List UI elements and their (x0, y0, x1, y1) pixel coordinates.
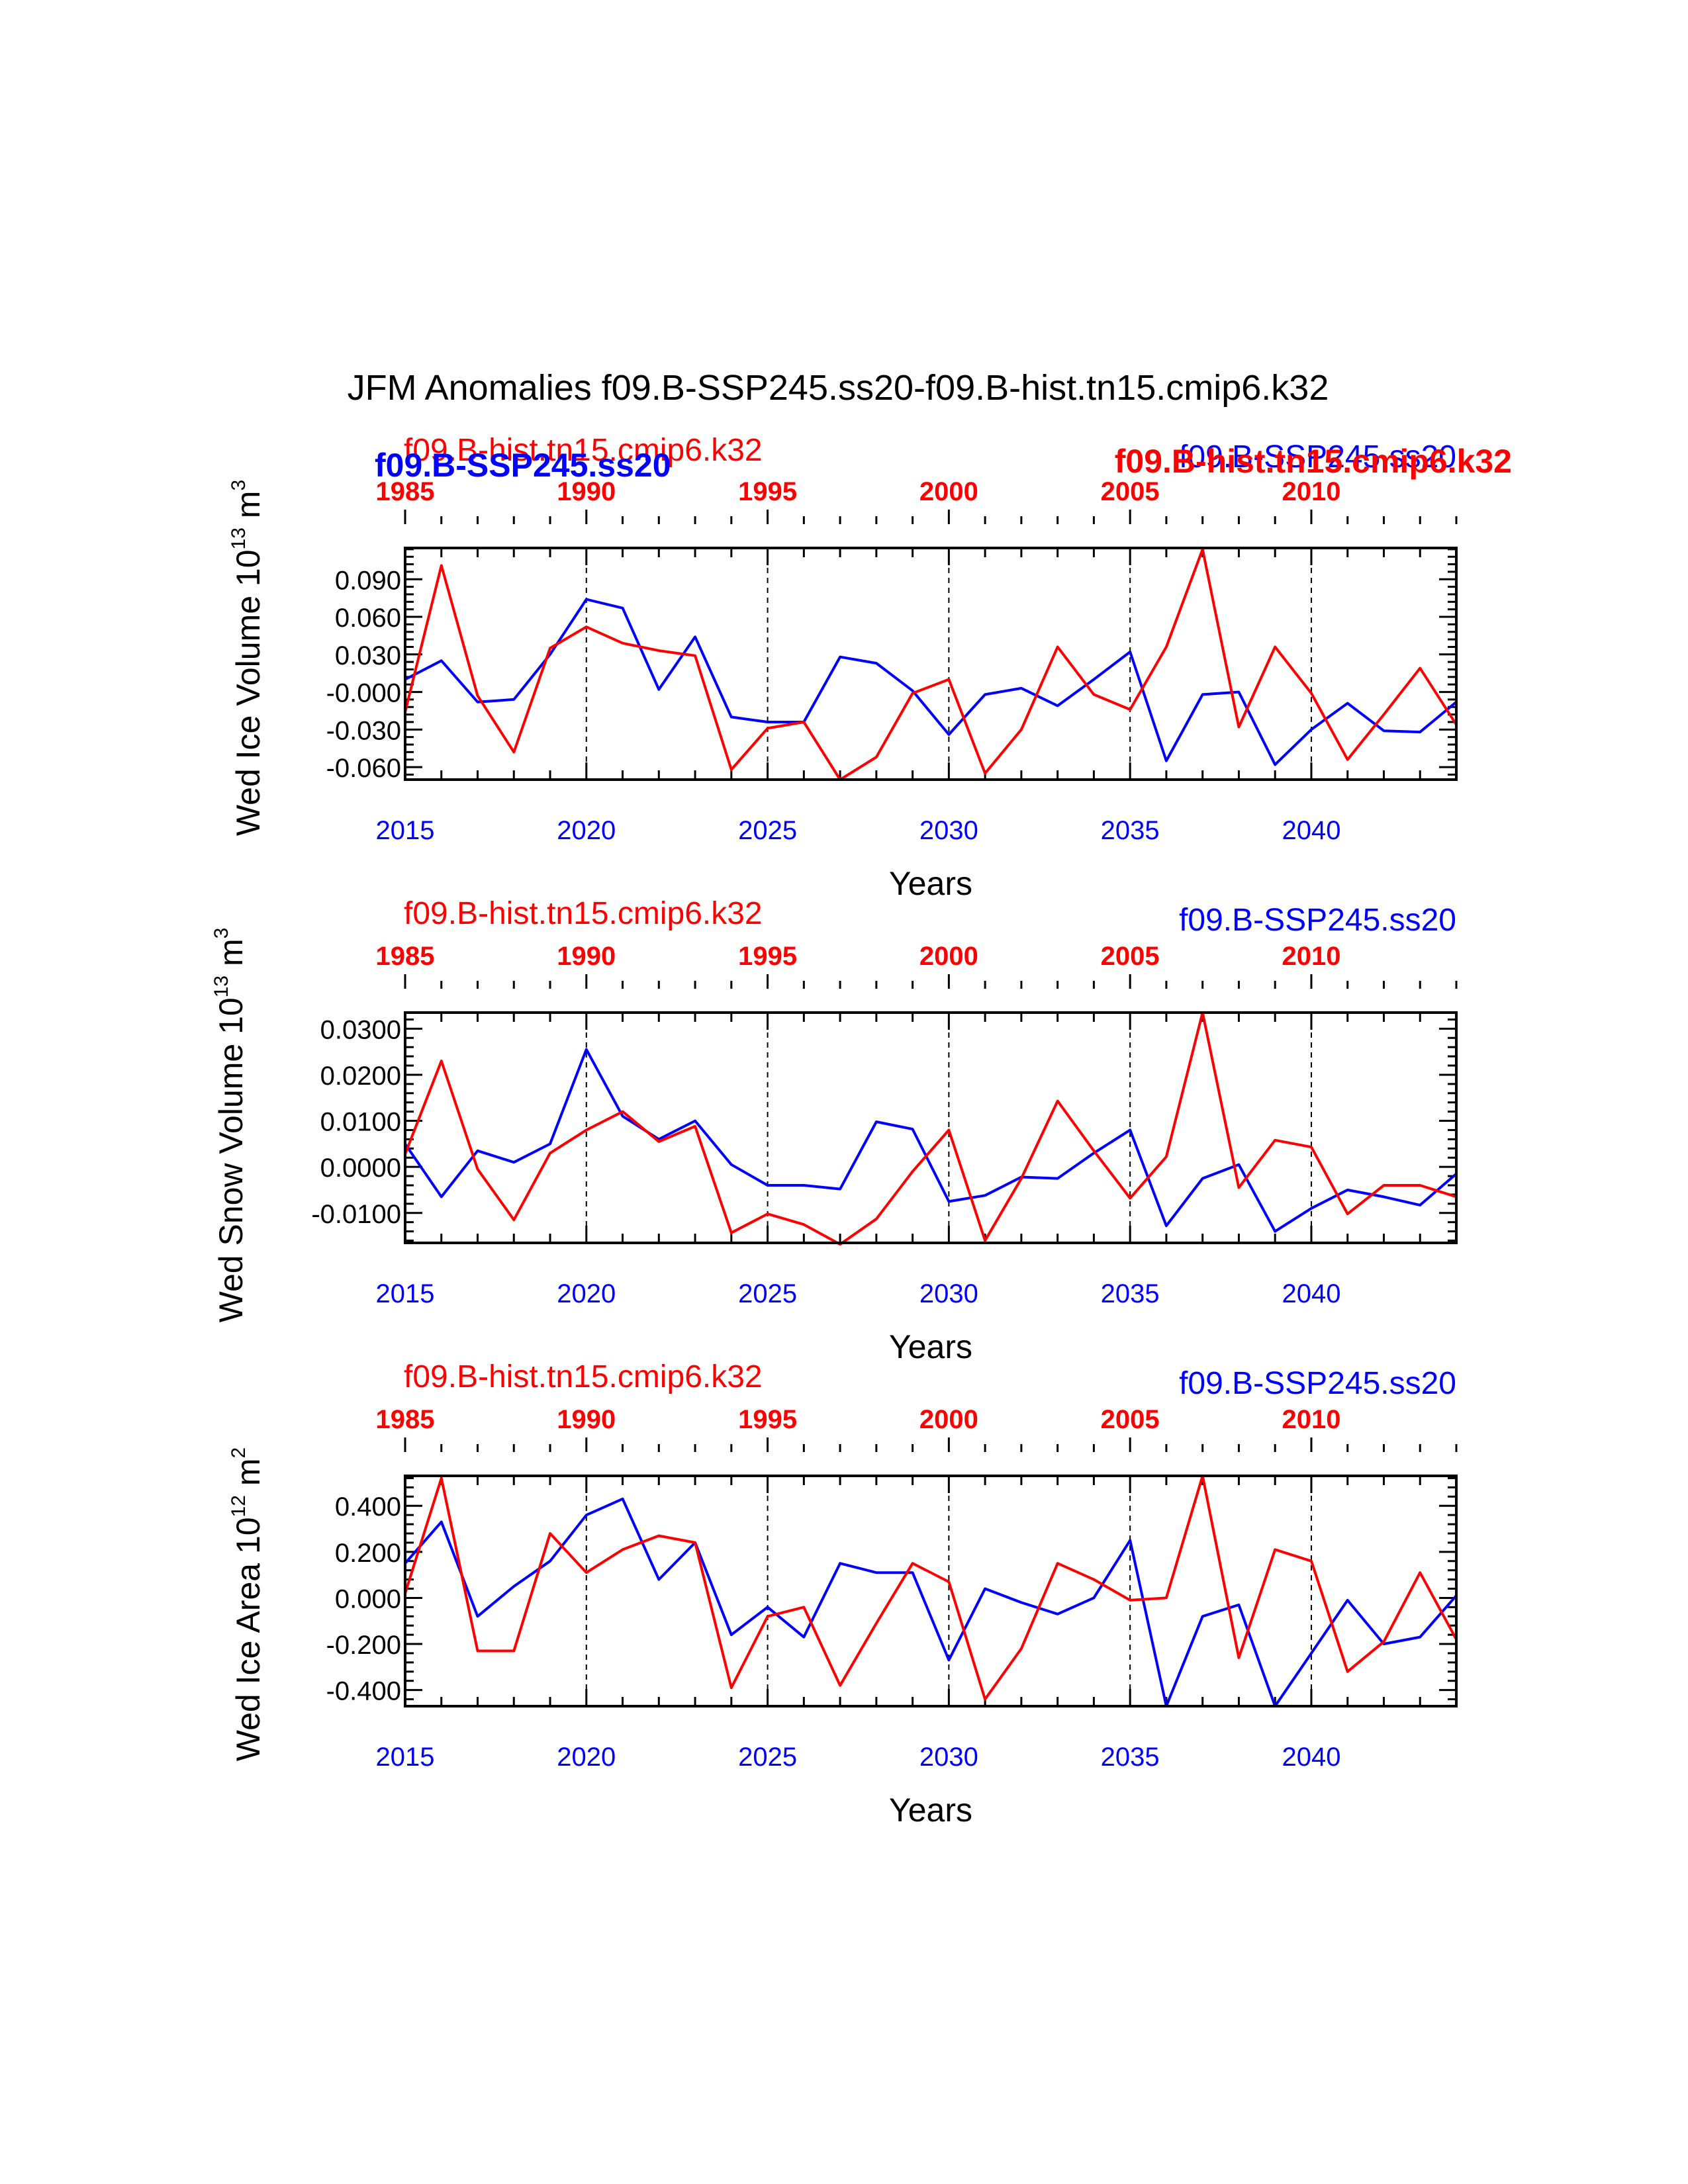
y-tick-label: 0.000 (335, 1584, 401, 1614)
series-line (404, 547, 1458, 781)
x-tick-label-top: 1990 (557, 942, 616, 971)
x-tick-label-top: 2010 (1282, 477, 1340, 506)
x-tick-label-bottom: 2035 (1101, 1279, 1160, 1308)
series-line (404, 1011, 1457, 1246)
hist-series-label: f09.B-hist.tn15.cmip6.k32 (404, 433, 763, 468)
x-tick-label-top: 1990 (557, 477, 616, 506)
plot-frame (404, 1475, 1458, 1707)
y-axis-title: Wed Ice Volume 1013 m3 (228, 480, 267, 836)
x-tick-label-top: 2005 (1101, 942, 1160, 971)
x-tick-label-bottom: 2020 (557, 1279, 616, 1308)
x-axis-title: Years (889, 1328, 972, 1365)
x-tick-label-bottom: 2030 (919, 1279, 978, 1308)
x-tick-label-bottom: 2040 (1282, 816, 1340, 845)
series-line (404, 598, 1458, 766)
y-axis-title-unit-exp: 2 (228, 1447, 250, 1459)
y-tick-label: -0.030 (326, 716, 401, 745)
y-axis-title-exp: 13 (211, 976, 232, 997)
figure-title: JFM Anomalies f09.B-SSP245.ss20-f09.B-hi… (348, 368, 1329, 408)
panel-snow-volume: 0.0300 0.0200 0.0100 0.0000 -0.0100 2015 1985 2… (211, 896, 1458, 1365)
x-tick-label-top: 1995 (738, 1405, 797, 1434)
x-tick-label-top: 2010 (1282, 1405, 1340, 1434)
x-axis-title: Years (889, 1792, 972, 1829)
y-tick-label: 0.0300 (320, 1015, 401, 1044)
y-tick-label: 0.090 (335, 566, 401, 595)
y-axis-title-unit: m (230, 491, 267, 519)
x-tick-label-top: 2000 (919, 477, 978, 506)
ssp-series-label: f09.B-SSP245.ss20 (1179, 903, 1456, 938)
y-axis-title-unit-exp: 3 (228, 480, 250, 491)
x-axis-title: Years (889, 865, 972, 902)
x-tick-label-top: 2005 (1101, 477, 1160, 506)
x-tick-label-bottom: 2030 (919, 816, 978, 845)
y-tick-label: 0.200 (335, 1539, 401, 1568)
x-tick-label-bottom: 2015 (376, 816, 435, 845)
y-axis-title-text: Wed Ice Volume 10 (230, 549, 267, 836)
hist-series-label: f09.B-hist.tn15.cmip6.k32 (404, 896, 763, 931)
x-tick-label-bottom: 2015 (376, 1279, 435, 1308)
y-tick-label: 0.0200 (320, 1062, 401, 1091)
y-axis-title-text: Wed Snow Volume 10 (212, 997, 250, 1322)
y-tick-label: -0.200 (326, 1631, 401, 1660)
x-tick-label-top: 1995 (738, 477, 797, 506)
x-tick-label-bottom: 2020 (557, 816, 616, 845)
panel-ice-area: 0.400 0.200 0.000 -0.200 -0.400 2015 1985 2020 1… (228, 1359, 1458, 1829)
y-axis-title-exp: 12 (228, 1495, 250, 1517)
y-axis-title-unit-exp: 3 (211, 928, 232, 939)
x-tick-label-bottom: 2030 (919, 1743, 978, 1772)
y-tick-label: 0.030 (335, 641, 401, 670)
x-tick-label-bottom: 2035 (1101, 816, 1160, 845)
y-tick-label: 0.0100 (320, 1108, 401, 1137)
ssp-overlap-label: f09.B-SSP245.ss20 (375, 447, 671, 484)
plot-frame (404, 547, 1458, 781)
x-tick-label-bottom: 2035 (1101, 1743, 1160, 1772)
plot-frame (404, 1011, 1458, 1244)
y-tick-label: -0.000 (326, 679, 401, 708)
y-axis-title-exp: 13 (228, 527, 250, 549)
x-tick-label-bottom: 2040 (1282, 1279, 1340, 1308)
ssp-series-label: f09.B-SSP245.ss20 (1179, 439, 1456, 475)
x-tick-label-bottom: 2025 (738, 1743, 797, 1772)
y-tick-label: 0.400 (335, 1492, 401, 1522)
x-tick-label-bottom: 2025 (738, 816, 797, 845)
series-line (404, 1475, 1458, 1701)
series-line (404, 1497, 1458, 1707)
y-tick-label: -0.400 (326, 1677, 401, 1706)
x-tick-label-top: 2000 (919, 1405, 978, 1434)
y-axis-title: Wed Snow Volume 1013 m3 (211, 928, 250, 1323)
y-tick-label: -0.060 (326, 754, 401, 783)
hist-overlap-label: f09.B-hist.tn15.cmip6.k32 (1115, 443, 1512, 480)
y-axis-title-unit: m (230, 1459, 267, 1486)
x-tick-label-bottom: 2040 (1282, 1743, 1340, 1772)
y-axis-title-unit: m (212, 938, 250, 966)
x-tick-label-bottom: 2020 (557, 1743, 616, 1772)
y-tick-label: -0.0100 (311, 1200, 401, 1229)
x-tick-label-top: 2010 (1282, 942, 1340, 971)
x-tick-label-top: 1990 (557, 1405, 616, 1434)
x-tick-label-bottom: 2025 (738, 1279, 797, 1308)
ssp-series-label: f09.B-SSP245.ss20 (1179, 1366, 1456, 1401)
x-tick-label-top: 1985 (376, 942, 435, 971)
x-tick-label-bottom: 2015 (376, 1743, 435, 1772)
x-tick-label-top: 1985 (376, 477, 435, 506)
hist-series-label: f09.B-hist.tn15.cmip6.k32 (404, 1359, 763, 1394)
x-tick-label-top: 2000 (919, 942, 978, 971)
x-tick-label-top: 2005 (1101, 1405, 1160, 1434)
y-tick-label: 0.0000 (320, 1154, 401, 1183)
y-tick-label: 0.060 (335, 604, 401, 633)
x-tick-label-top: 1985 (376, 1405, 435, 1434)
x-tick-label-top: 1995 (738, 942, 797, 971)
y-axis-title-text: Wed Ice Area 10 (230, 1517, 267, 1761)
series-line (404, 1048, 1458, 1233)
panel-ice-volume: 0.090 0.060 0.030 -0.000 -0.030 -0.060 2015 198… (228, 433, 1512, 902)
y-axis-title: Wed Ice Area 1012 m2 (228, 1447, 267, 1761)
